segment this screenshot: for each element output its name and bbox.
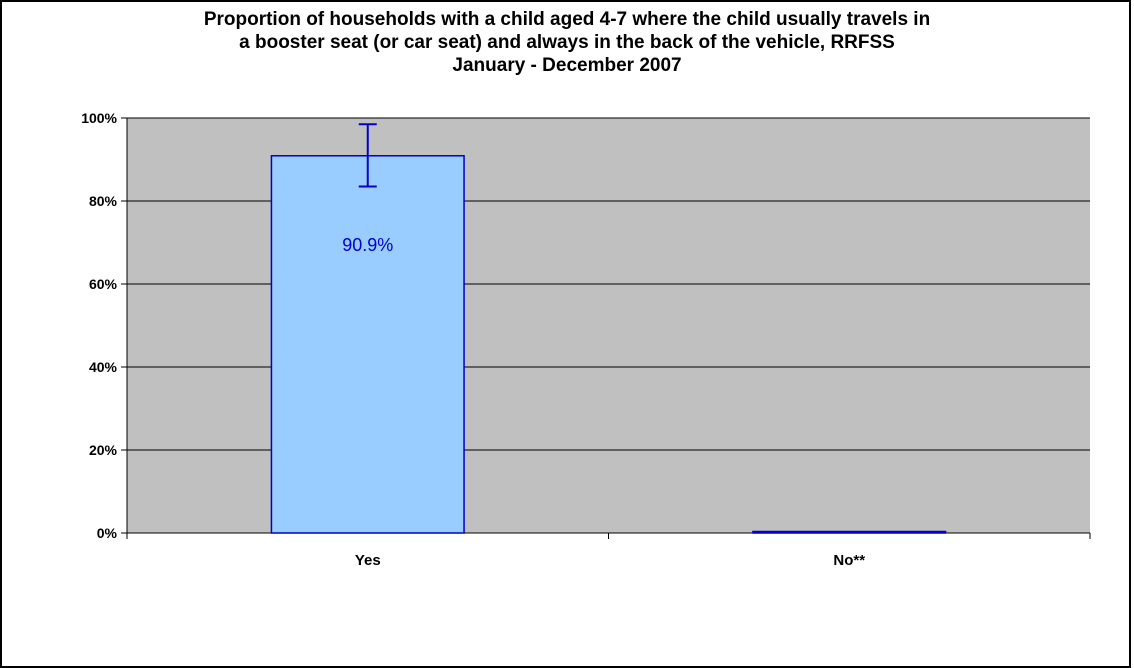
bar — [270, 155, 465, 534]
chart-title-line-3: January - December 2007 — [452, 55, 682, 76]
data-label: 90.9% — [342, 235, 393, 255]
y-tick-label: 100% — [81, 110, 117, 126]
y-tick-label: 40% — [89, 359, 118, 375]
y-tick-label: 80% — [89, 193, 118, 209]
chart-title: Proportion of households with a child ag… — [0, 8, 1134, 77]
bar — [752, 530, 947, 534]
chart-title-line-1: Proportion of households with a child ag… — [203, 9, 931, 30]
y-tick-label: 60% — [89, 276, 118, 292]
y-tick-label: 0% — [97, 525, 118, 541]
y-tick-label: 20% — [89, 442, 118, 458]
x-category-label: No** — [833, 552, 865, 569]
chart-title-line-2: a booster seat (or car seat) and always … — [239, 32, 895, 53]
x-category-label: Yes — [355, 552, 381, 569]
